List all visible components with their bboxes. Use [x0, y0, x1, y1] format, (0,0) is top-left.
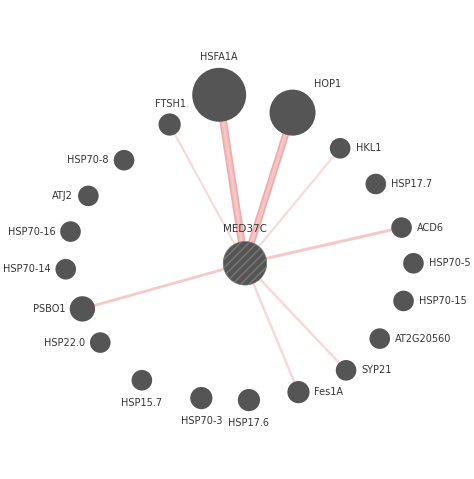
Circle shape [90, 332, 110, 353]
Circle shape [70, 296, 95, 321]
Text: MED37C: MED37C [223, 224, 267, 234]
Circle shape [192, 68, 246, 122]
Circle shape [270, 90, 316, 136]
Text: HSP70-15: HSP70-15 [419, 296, 466, 306]
Text: Fes1A: Fes1A [313, 387, 343, 397]
Text: HSP22.0: HSP22.0 [44, 338, 85, 348]
Circle shape [78, 185, 99, 206]
Circle shape [391, 217, 412, 238]
Text: HSP17.6: HSP17.6 [228, 418, 269, 428]
Circle shape [60, 221, 81, 242]
Circle shape [330, 138, 350, 159]
Text: HSP17.7: HSP17.7 [391, 179, 432, 189]
Text: AT2G20560: AT2G20560 [395, 333, 451, 343]
Text: HSFA1A: HSFA1A [201, 52, 238, 62]
Circle shape [403, 253, 424, 274]
Text: FTSH1: FTSH1 [155, 99, 186, 109]
Circle shape [365, 174, 386, 194]
Circle shape [393, 291, 414, 311]
Text: HSP70-5: HSP70-5 [428, 258, 470, 268]
Text: SYP21: SYP21 [361, 365, 392, 376]
Text: ACD6: ACD6 [417, 223, 444, 233]
Circle shape [190, 387, 212, 409]
Circle shape [132, 370, 152, 390]
Text: HSP70-16: HSP70-16 [8, 227, 55, 237]
Circle shape [114, 150, 134, 171]
Circle shape [223, 241, 267, 285]
Text: HSP15.7: HSP15.7 [121, 398, 163, 408]
Text: HKL1: HKL1 [356, 143, 382, 153]
Circle shape [55, 259, 76, 280]
Circle shape [369, 328, 390, 349]
Circle shape [287, 381, 310, 403]
Text: HSP70-8: HSP70-8 [67, 155, 109, 165]
Circle shape [238, 389, 260, 411]
Text: HSP70-3: HSP70-3 [181, 416, 222, 426]
Circle shape [158, 114, 181, 136]
Text: HOP1: HOP1 [314, 79, 341, 89]
Text: ATJ2: ATJ2 [53, 191, 73, 201]
Text: PSBO1: PSBO1 [33, 304, 66, 314]
Text: HSP70-14: HSP70-14 [3, 264, 51, 274]
Circle shape [336, 360, 356, 381]
